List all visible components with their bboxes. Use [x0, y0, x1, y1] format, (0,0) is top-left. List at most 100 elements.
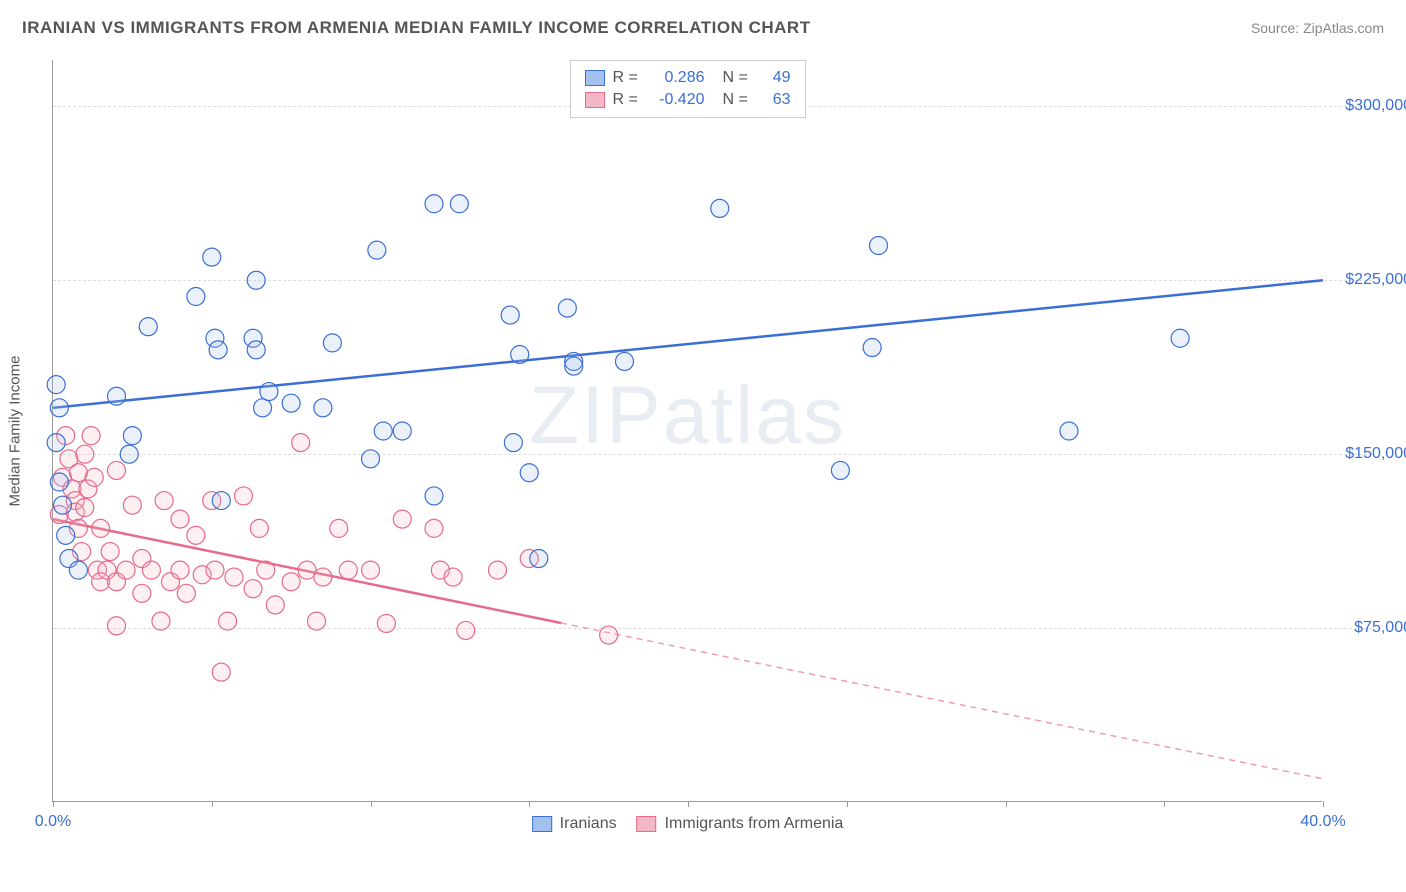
data-point-pink [117, 561, 135, 579]
data-point-pink [171, 561, 189, 579]
data-point-blue [212, 492, 230, 510]
r-value-blue: 0.286 [651, 67, 705, 89]
legend-swatch-blue [532, 816, 552, 832]
data-point-blue [425, 195, 443, 213]
data-point-blue [254, 399, 272, 417]
n-label: N = [723, 89, 753, 111]
data-point-blue [50, 399, 68, 417]
data-point-pink [123, 496, 141, 514]
legend-row-blue: R = 0.286 N = 49 [585, 67, 791, 89]
n-label: N = [723, 67, 753, 89]
data-point-pink [212, 663, 230, 681]
data-point-pink [152, 612, 170, 630]
data-point-blue [54, 496, 72, 514]
data-point-pink [444, 568, 462, 586]
data-point-blue [314, 399, 332, 417]
data-point-pink [171, 510, 189, 528]
data-point-pink [82, 427, 100, 445]
y-tick-label: $225,000 [1332, 271, 1406, 289]
data-point-pink [108, 461, 126, 479]
legend-swatch-blue [585, 70, 605, 86]
n-value-pink: 63 [761, 89, 791, 111]
data-point-blue [50, 473, 68, 491]
data-point-pink [250, 519, 268, 537]
data-point-blue [108, 387, 126, 405]
data-point-blue [323, 334, 341, 352]
data-point-blue [260, 383, 278, 401]
x-tick-label: 0.0% [35, 813, 71, 831]
data-point-pink [177, 584, 195, 602]
data-point-blue [870, 237, 888, 255]
data-point-blue [362, 450, 380, 468]
trend-line-pink-extrapolated [561, 623, 1323, 779]
data-point-pink [101, 543, 119, 561]
data-point-pink [187, 526, 205, 544]
legend-item-pink: Immigrants from Armenia [637, 815, 844, 833]
data-point-pink [257, 561, 275, 579]
data-point-blue [565, 357, 583, 375]
data-point-pink [308, 612, 326, 630]
y-axis-label: Median Family Income [7, 355, 24, 506]
data-point-pink [85, 468, 103, 486]
data-point-blue [247, 271, 265, 289]
data-point-blue [393, 422, 411, 440]
data-point-blue [47, 434, 65, 452]
x-tick [1164, 801, 1165, 807]
legend-label-blue: Iranians [560, 815, 617, 833]
legend-row-pink: R = -0.420 N = 63 [585, 89, 791, 111]
data-point-pink [489, 561, 507, 579]
x-tick [1006, 801, 1007, 807]
series-legend: Iranians Immigrants from Armenia [532, 815, 844, 833]
legend-swatch-pink [637, 816, 657, 832]
x-tick [529, 801, 530, 807]
data-point-blue [203, 248, 221, 266]
data-point-pink [600, 626, 618, 644]
data-point-pink [219, 612, 237, 630]
data-point-blue [450, 195, 468, 213]
data-point-pink [377, 614, 395, 632]
data-point-blue [530, 550, 548, 568]
data-point-pink [393, 510, 411, 528]
x-tick [371, 801, 372, 807]
data-point-blue [374, 422, 392, 440]
data-point-blue [139, 318, 157, 336]
data-point-blue [504, 434, 522, 452]
data-point-blue [616, 352, 634, 370]
r-label: R = [613, 67, 643, 89]
data-point-blue [520, 464, 538, 482]
data-point-blue [1171, 329, 1189, 347]
data-point-blue [711, 199, 729, 217]
data-point-blue [863, 339, 881, 357]
data-point-blue [368, 241, 386, 259]
data-point-pink [206, 561, 224, 579]
data-point-pink [292, 434, 310, 452]
legend-item-blue: Iranians [532, 815, 617, 833]
data-point-pink [330, 519, 348, 537]
data-point-pink [282, 573, 300, 591]
y-tick-label: $75,000 [1332, 619, 1406, 637]
plot-svg [53, 60, 1322, 801]
data-point-pink [142, 561, 160, 579]
data-point-pink [155, 492, 173, 510]
data-point-pink [92, 519, 110, 537]
data-point-blue [123, 427, 141, 445]
data-point-pink [133, 584, 151, 602]
data-point-pink [314, 568, 332, 586]
x-tick-label: 40.0% [1300, 813, 1345, 831]
data-point-pink [457, 621, 475, 639]
data-point-pink [225, 568, 243, 586]
data-point-blue [831, 461, 849, 479]
data-point-blue [1060, 422, 1078, 440]
chart-header: IRANIAN VS IMMIGRANTS FROM ARMENIA MEDIA… [22, 18, 1384, 38]
data-point-pink [244, 580, 262, 598]
data-point-blue [558, 299, 576, 317]
x-tick [212, 801, 213, 807]
data-point-blue [425, 487, 443, 505]
data-point-pink [362, 561, 380, 579]
correlation-legend: R = 0.286 N = 49 R = -0.420 N = 63 [570, 60, 806, 118]
data-point-pink [76, 445, 94, 463]
x-tick [688, 801, 689, 807]
data-point-pink [266, 596, 284, 614]
data-point-pink [339, 561, 357, 579]
data-point-blue [511, 345, 529, 363]
